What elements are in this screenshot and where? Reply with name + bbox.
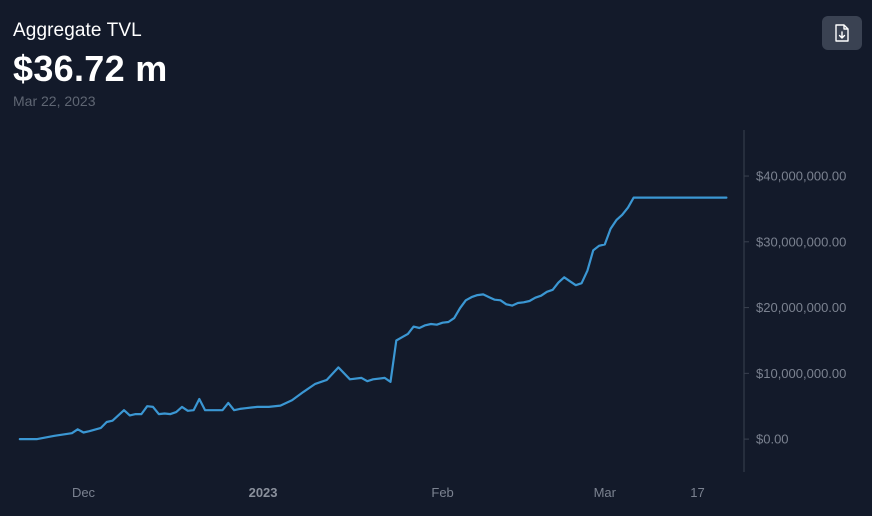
y-tick-label: $0.00 (756, 432, 789, 447)
x-tick-label: Dec (72, 485, 96, 500)
export-button[interactable] (822, 16, 862, 50)
y-axis-ticks: $0.00 $10,000,000.00 $20,000,000.00 $30,000… (744, 169, 846, 447)
file-download-icon (835, 24, 849, 42)
y-tick-label: $40,000,000.00 (756, 169, 846, 184)
series-line (18, 196, 728, 441)
y-tick-label: $30,000,000.00 (756, 234, 846, 249)
x-tick-label: 17 (690, 485, 704, 500)
y-tick-label: $10,000,000.00 (756, 366, 846, 381)
x-tick-label: Mar (594, 485, 617, 500)
chart-title: Aggregate TVL (13, 20, 142, 41)
x-tick-label: 2023 (249, 485, 278, 500)
x-tick-label: Feb (431, 485, 453, 500)
current-value: $36.72 m (13, 48, 168, 89)
x-axis-ticks: Dec 2023 Feb Mar 17 (72, 485, 705, 500)
current-date: Mar 22, 2023 (13, 93, 96, 109)
y-tick-label: $20,000,000.00 (756, 300, 846, 315)
